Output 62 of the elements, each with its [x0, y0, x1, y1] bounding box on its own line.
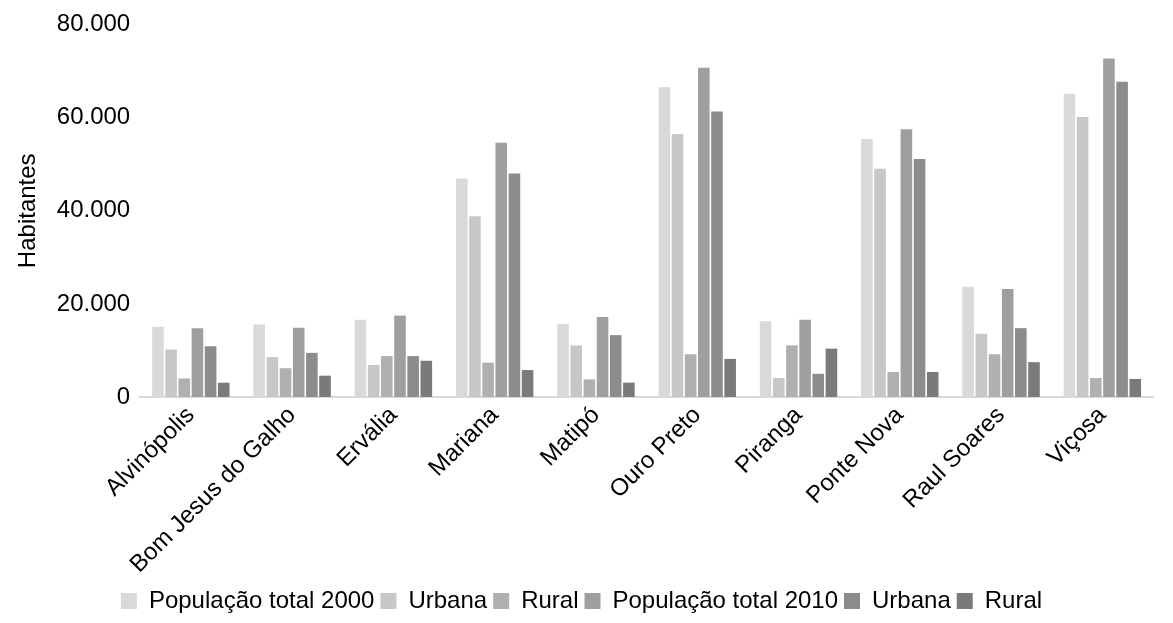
- bar: [975, 333, 988, 398]
- bar: [799, 319, 811, 398]
- bar: [926, 371, 939, 398]
- bar: [887, 371, 900, 398]
- y-tick-label: 0: [116, 381, 131, 409]
- bar: [1116, 81, 1128, 398]
- bar: [469, 216, 481, 398]
- bar: [913, 159, 926, 398]
- y-axis-title: Habitantes: [13, 153, 41, 269]
- bar: [407, 356, 419, 398]
- legend-label: Urbana: [408, 585, 488, 613]
- bar: [204, 346, 217, 398]
- bar: [988, 354, 1001, 398]
- bar: [1001, 289, 1014, 398]
- legend-label: Rural: [984, 585, 1043, 613]
- bar: [394, 315, 406, 398]
- bar: [381, 356, 393, 398]
- y-tick-label: 20.000: [56, 288, 131, 316]
- y-tick-label: 40.000: [56, 195, 131, 223]
- bar: [1089, 378, 1102, 398]
- bar: [217, 382, 230, 398]
- bar: [812, 373, 825, 398]
- bar: [671, 133, 684, 398]
- bar: [609, 335, 622, 398]
- bar: [698, 67, 710, 398]
- bar: [1015, 328, 1027, 398]
- bar: [279, 368, 292, 398]
- bar: [772, 378, 785, 398]
- bar: [900, 129, 913, 398]
- bar: [319, 375, 331, 398]
- bar: [508, 173, 521, 398]
- legend-label: Urbana: [872, 585, 952, 613]
- bar: [191, 328, 204, 398]
- bar: [684, 354, 697, 398]
- bar: [165, 349, 177, 398]
- bar: [711, 111, 723, 398]
- y-tick-label: 80.000: [56, 9, 131, 37]
- legend-label: População total 2010: [612, 585, 839, 613]
- legend-label: Rural: [521, 585, 579, 613]
- bar: [623, 382, 635, 398]
- bar: [420, 360, 433, 398]
- bar: [292, 327, 305, 398]
- bar: [1103, 58, 1115, 398]
- y-tick-label: 60.000: [56, 102, 131, 130]
- bar: [482, 362, 494, 398]
- bar: [306, 352, 318, 398]
- bar: [596, 316, 609, 398]
- bar: [583, 379, 596, 398]
- bar: [521, 370, 534, 398]
- bar: [495, 142, 508, 398]
- bar: [1129, 378, 1142, 398]
- bar: [724, 358, 736, 398]
- bar: [825, 348, 838, 398]
- legend-label: População total 2000: [148, 585, 375, 613]
- bar: [1076, 117, 1089, 398]
- bar: [570, 345, 583, 398]
- bar: [874, 168, 886, 398]
- bar: [367, 364, 380, 398]
- bar: [178, 378, 191, 398]
- bar: [1028, 362, 1040, 398]
- bar: [266, 357, 279, 398]
- bar: [786, 345, 798, 398]
